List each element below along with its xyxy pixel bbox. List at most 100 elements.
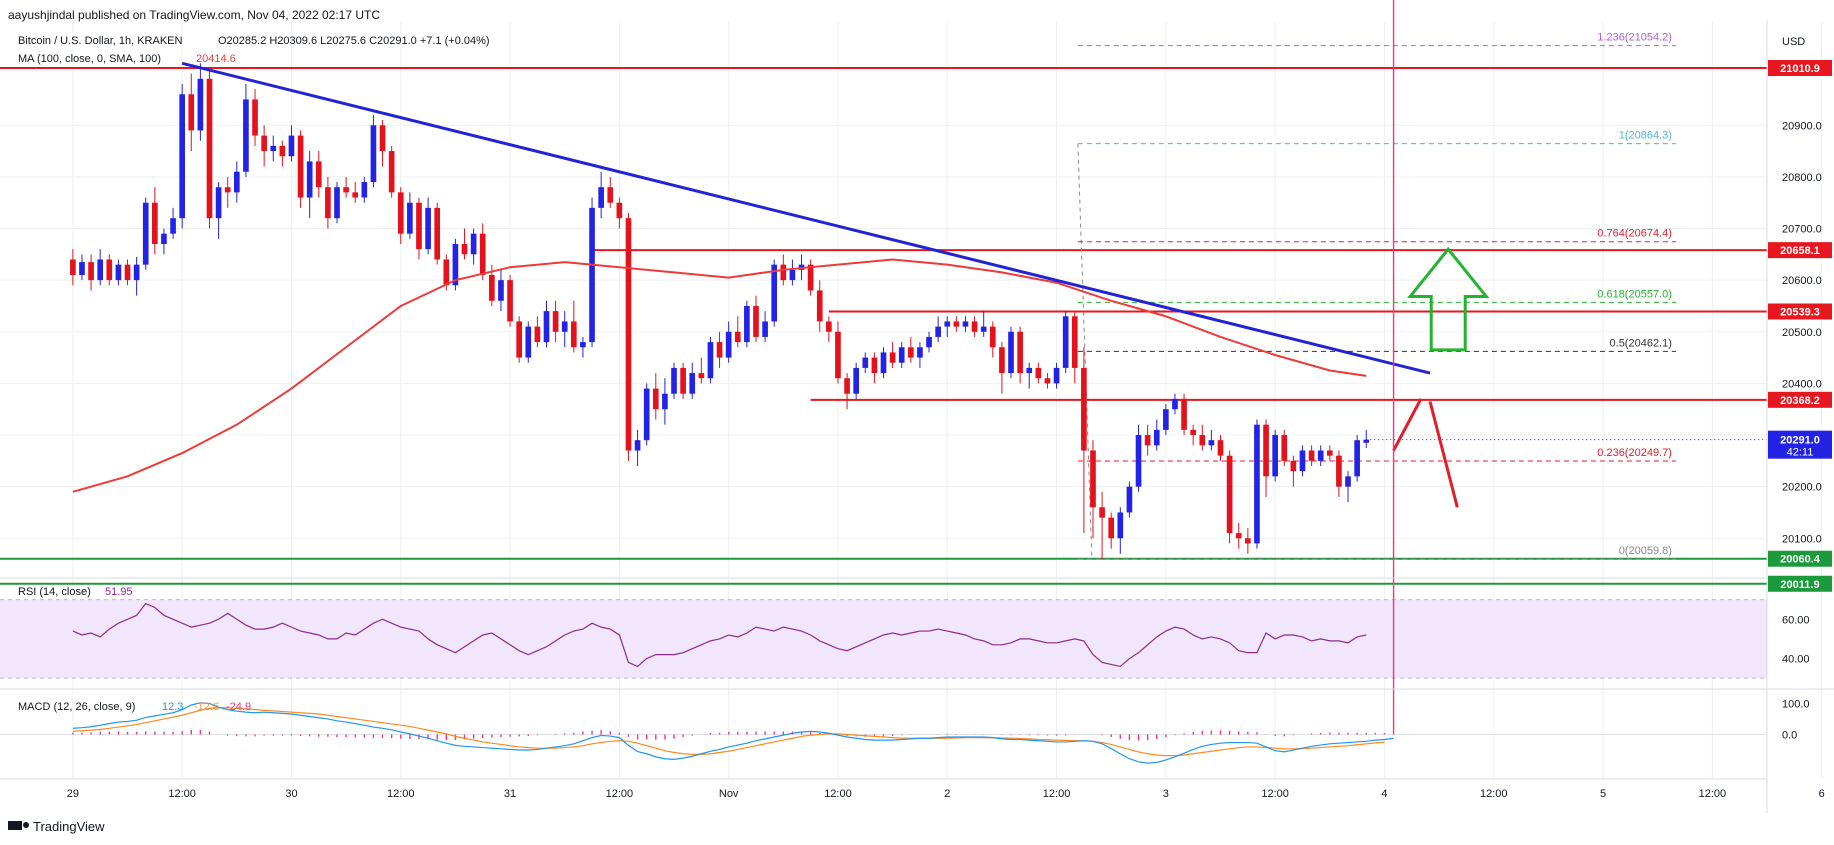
candle-bullish bbox=[142, 202, 149, 265]
candle-bearish bbox=[1336, 455, 1342, 487]
candle-bullish bbox=[689, 373, 696, 394]
last-price-tag bbox=[1768, 430, 1832, 459]
candle-bullish bbox=[862, 357, 869, 368]
candle-bullish bbox=[643, 388, 650, 441]
candle-bearish bbox=[989, 326, 996, 348]
candle-bullish bbox=[917, 347, 923, 358]
support-price-tag bbox=[1768, 575, 1832, 592]
x-tick-label: 12:00 bbox=[824, 788, 852, 800]
annotations bbox=[1392, 246, 1490, 508]
candle-bearish bbox=[1090, 450, 1096, 508]
candle-bullish bbox=[589, 207, 595, 343]
candle-bullish bbox=[1153, 429, 1160, 446]
candle-bullish bbox=[725, 331, 732, 358]
red-downward-stroke bbox=[1428, 401, 1459, 508]
candle-bearish bbox=[1226, 455, 1233, 534]
candle-bullish bbox=[215, 187, 222, 219]
rsi-legend-label[interactable]: RSI (14, close) bbox=[18, 586, 91, 598]
candle-bearish bbox=[844, 378, 850, 394]
candle-bullish bbox=[580, 342, 586, 348]
candle-bearish bbox=[315, 161, 322, 188]
candle-bearish bbox=[224, 187, 231, 193]
price-tag-label: 20060.4 bbox=[1780, 554, 1821, 566]
candle-bearish bbox=[953, 321, 960, 327]
candle-bearish bbox=[1181, 398, 1187, 430]
x-tick-label: Nov bbox=[719, 788, 739, 800]
macd-legend-value: 12.3 bbox=[162, 701, 183, 713]
macd-tick-label: 0.0 bbox=[1782, 730, 1797, 742]
candle-bullish bbox=[744, 305, 750, 343]
candle-bearish bbox=[908, 347, 914, 358]
candle-bearish bbox=[379, 125, 386, 152]
candle-bearish bbox=[70, 259, 76, 275]
x-tick-label: 12:00 bbox=[168, 788, 196, 800]
footer-brand: TradingView bbox=[33, 819, 105, 834]
candle-bullish bbox=[1062, 316, 1069, 368]
candle-bearish bbox=[716, 342, 723, 358]
resistance-price-tag bbox=[1768, 303, 1832, 320]
x-tick-label: 12:00 bbox=[1480, 788, 1508, 800]
tradingview-logo[interactable]: TradingView bbox=[8, 819, 105, 834]
candle-bullish bbox=[1172, 398, 1178, 410]
candle-bullish bbox=[79, 262, 85, 275]
candle-bearish bbox=[397, 192, 404, 234]
candle-bearish bbox=[1281, 435, 1288, 461]
y-tick-label: 20600.0 bbox=[1782, 275, 1822, 287]
candle-bearish bbox=[1326, 450, 1333, 456]
candle-bullish bbox=[898, 347, 905, 363]
candle-bearish bbox=[1099, 507, 1105, 518]
candle-bullish bbox=[1345, 476, 1351, 487]
fib-level-label: 1(20864.3) bbox=[1619, 130, 1672, 142]
candle-bullish bbox=[525, 326, 532, 358]
candle-bearish bbox=[816, 290, 823, 322]
candle-bearish bbox=[616, 202, 623, 219]
candle-bullish bbox=[598, 187, 604, 208]
ma-legend-label[interactable]: MA (100, close, 0, SMA, 100) bbox=[18, 53, 161, 65]
publisher-line: aayushjindal published on TradingView.co… bbox=[8, 8, 380, 22]
candle-bearish bbox=[188, 94, 195, 131]
x-tick-label: 12:00 bbox=[1699, 788, 1727, 800]
candle-bearish bbox=[534, 326, 541, 343]
x-tick-label: 4 bbox=[1381, 788, 1387, 800]
candle-bearish bbox=[1263, 424, 1269, 477]
time-axis[interactable]: 29 12:00 30 12:00 31 12:00 Nov 12:00 2 12:00 3 12:0… bbox=[67, 788, 1825, 800]
candle-bullish bbox=[1126, 486, 1133, 513]
candle-bearish bbox=[1199, 435, 1206, 446]
price-tag-label: 20368.2 bbox=[1780, 395, 1820, 407]
x-tick-label: 30 bbox=[285, 788, 297, 800]
price-axis[interactable]: 20100.020200.020300.020400.020500.020600… bbox=[1782, 120, 1822, 545]
y-tick-label: 20400.0 bbox=[1782, 378, 1822, 390]
fib-level-label: 0.618(20557.0) bbox=[1597, 288, 1672, 300]
candle-bearish bbox=[1235, 533, 1242, 539]
candle-bullish bbox=[771, 264, 778, 322]
price-tag-label: 20539.3 bbox=[1780, 306, 1820, 318]
candle-bullish bbox=[707, 342, 714, 379]
macd-legend-label[interactable]: MACD (12, 26, close, 9) bbox=[18, 701, 135, 713]
currency-label: USD bbox=[1782, 36, 1805, 48]
symbol-title[interactable]: Bitcoin / U.S. Dollar, 1h, KRAKEN bbox=[18, 35, 183, 47]
candle-bullish bbox=[425, 207, 431, 250]
candle-bullish bbox=[197, 78, 204, 131]
candle-bearish bbox=[971, 321, 978, 332]
y-tick-label: 20800.0 bbox=[1782, 172, 1822, 184]
bar-countdown: 42:11 bbox=[1787, 447, 1814, 459]
ma-100-series bbox=[72, 258, 1367, 493]
candle-bearish bbox=[1308, 450, 1315, 461]
y-tick-label: 20700.0 bbox=[1782, 224, 1822, 236]
candle-bearish bbox=[516, 321, 522, 358]
candle-bearish bbox=[835, 331, 841, 379]
candle-bearish bbox=[152, 202, 158, 244]
candle-bullish bbox=[270, 145, 277, 152]
candle-bullish bbox=[97, 259, 104, 281]
candle-bearish bbox=[1044, 378, 1051, 384]
resistance-price-tag bbox=[1768, 60, 1832, 77]
candlestick-series bbox=[70, 63, 1370, 559]
candle-bullish bbox=[1163, 409, 1169, 430]
horizontal-levels bbox=[0, 67, 1767, 585]
candle-bearish bbox=[416, 202, 422, 250]
candle-bullish bbox=[789, 269, 796, 281]
candle-bullish bbox=[361, 182, 368, 198]
signal-legend-value: -12.6 bbox=[194, 701, 219, 713]
candle-bearish bbox=[753, 305, 759, 337]
x-tick-label: 2 bbox=[944, 788, 950, 800]
